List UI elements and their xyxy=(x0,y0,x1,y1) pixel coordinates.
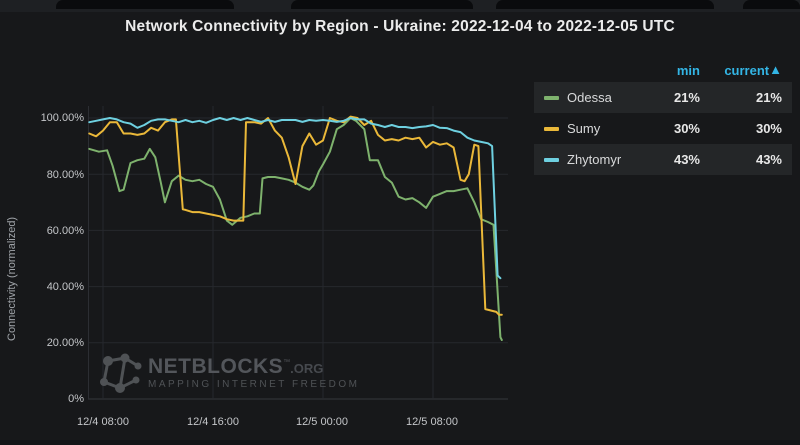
page-title: Network Connectivity by Region - Ukraine… xyxy=(125,18,675,35)
y-axis-label: Connectivity (normalized) xyxy=(6,216,18,342)
legend-series-name: Sumy xyxy=(567,121,601,136)
legend-row-odessa[interactable]: Odessa 21% 21% xyxy=(534,82,792,113)
odessa-series-swatch-icon xyxy=(544,95,559,100)
sumy-series-swatch-icon xyxy=(544,126,559,131)
y-tick-100: 100.00% xyxy=(40,112,84,124)
browser-tab-silhouette[interactable] xyxy=(56,0,234,9)
netblocks-watermark: NETBLOCKS™.ORG MAPPING INTERNET FREEDOM xyxy=(98,352,360,394)
y-tick-80: 80.00% xyxy=(46,169,84,181)
legend-series-name: Odessa xyxy=(567,90,612,105)
connectivity-line-chart[interactable] xyxy=(88,62,508,402)
x-tick-4: 12/5 08:00 xyxy=(406,416,458,428)
series-line-zhytomyr xyxy=(88,117,502,280)
y-tick-20: 20.00% xyxy=(46,337,84,349)
legend-row-zhytomyr[interactable]: Zhytomyr 43% 43% xyxy=(534,144,792,175)
x-tick-3: 12/5 00:00 xyxy=(296,416,348,428)
watermark-tld: .ORG xyxy=(290,360,324,376)
series-line-odessa xyxy=(88,117,503,341)
trademark-symbol: ™ xyxy=(283,358,291,366)
browser-tab-silhouette[interactable] xyxy=(496,0,714,9)
sumy-current-value: 30% xyxy=(755,121,782,136)
zhytomyr-series-swatch-icon xyxy=(544,157,559,162)
legend-sort-current[interactable]: current▲ xyxy=(724,62,782,78)
browser-tab-silhouette[interactable] xyxy=(291,0,473,9)
legend-series-name: Zhytomyr xyxy=(567,152,622,167)
sumy-min-value: 30% xyxy=(673,121,700,136)
x-tick-2: 12/4 16:00 xyxy=(187,416,239,428)
zhytomyr-current-value: 43% xyxy=(755,152,782,167)
odessa-min-value: 21% xyxy=(673,90,700,105)
browser-tab-silhouette[interactable] xyxy=(743,0,800,9)
odessa-current-value: 21% xyxy=(755,90,782,105)
sort-arrow-icon: ▲ xyxy=(769,62,782,77)
legend-row-sumy[interactable]: Sumy 30% 30% xyxy=(534,113,792,144)
legend-sort-min[interactable]: min xyxy=(676,62,700,78)
legend-table: min current▲ Odessa 21% 21% Sumy 30% 30% xyxy=(534,58,792,175)
watermark-brand: NETBLOCKS xyxy=(148,354,284,378)
y-tick-60: 60.00% xyxy=(46,225,84,237)
y-tick-40: 40.00% xyxy=(46,281,84,293)
browser-tab-strip xyxy=(0,0,800,12)
y-tick-0: 0% xyxy=(68,393,84,405)
chart-panel: Connectivity (normalized) 100.00% 80.00%… xyxy=(0,44,800,445)
x-tick-1: 12/4 08:00 xyxy=(77,416,129,428)
zhytomyr-min-value: 43% xyxy=(673,152,700,167)
footer-strip xyxy=(0,440,800,445)
series-line-sumy xyxy=(88,115,503,316)
netblocks-network-icon xyxy=(100,353,142,393)
watermark-tagline: MAPPING INTERNET FREEDOM xyxy=(148,378,360,390)
legend-header: min current▲ xyxy=(534,58,792,82)
